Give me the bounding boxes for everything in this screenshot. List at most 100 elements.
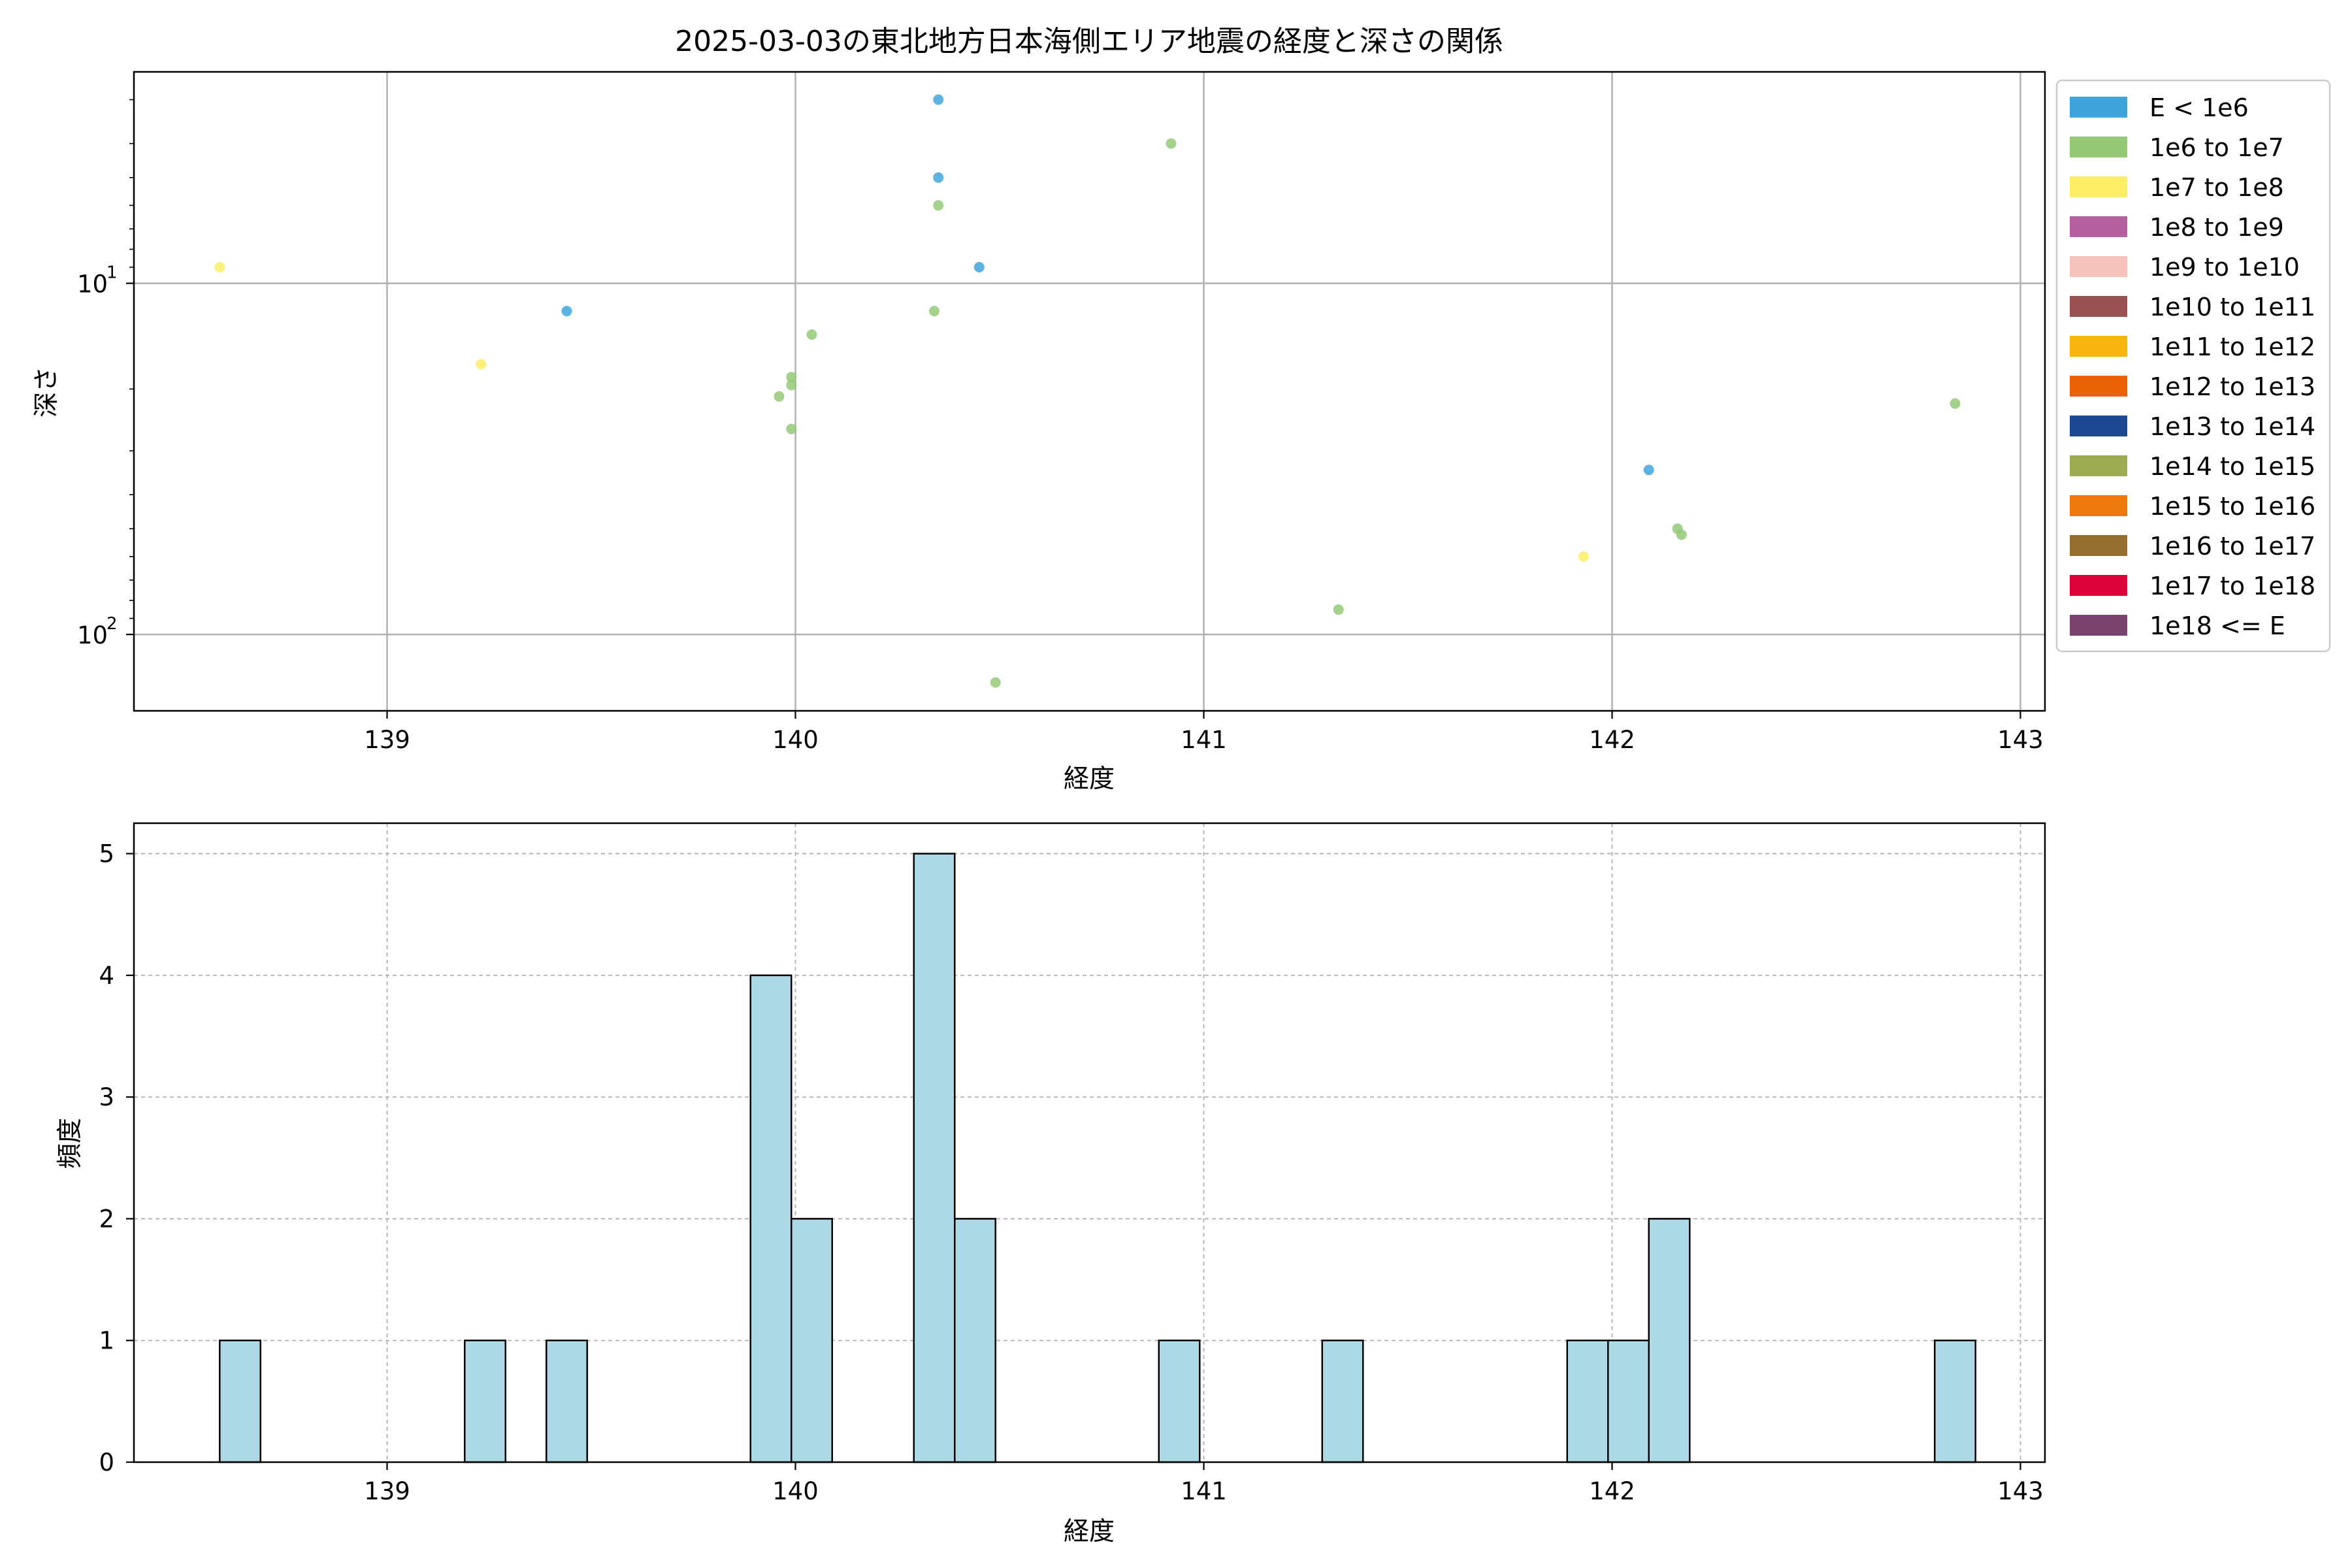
histogram-x-ticks: 139 140 141 142 143 [364, 1462, 2044, 1505]
scatter-point [806, 329, 817, 340]
legend-label: 1e6 to 1e7 [2149, 133, 2284, 162]
scatter-point [476, 359, 487, 370]
scatter-point [990, 677, 1001, 688]
scatter-point [561, 306, 572, 317]
legend-label: 1e12 to 1e13 [2149, 372, 2315, 401]
legend-label: 1e11 to 1e12 [2149, 333, 2315, 361]
scatter-point [214, 262, 225, 273]
scatter-point [786, 423, 797, 434]
histogram-plot-frame [133, 822, 2046, 1463]
histogram-y-tick-label: 3 [99, 1083, 114, 1111]
legend-label: 1e15 to 1e16 [2149, 492, 2315, 521]
scatter-point [1950, 398, 1961, 409]
legend-label: 1e16 to 1e17 [2149, 532, 2315, 561]
histogram-x-tick-label: 139 [364, 1477, 410, 1505]
histogram-y-ticks: 0 1 2 3 4 5 [99, 840, 134, 1477]
histogram-y-axis-label: 頻度 [56, 1118, 85, 1169]
histogram-bar [791, 1218, 833, 1463]
histogram-bar [913, 853, 956, 1463]
scatter-x-tick-label: 143 [1997, 726, 2044, 754]
scatter-point [786, 380, 797, 391]
scatter-point [933, 172, 944, 183]
scatter-point [786, 372, 797, 383]
legend-swatch [2070, 216, 2127, 237]
legend-box [2055, 79, 2331, 653]
histogram-y-tick-label: 2 [99, 1205, 114, 1233]
scatter-y-axis-label: 深さ [32, 367, 61, 417]
histogram-x-tick-label: 143 [1997, 1477, 2044, 1505]
scatter-point [1166, 138, 1177, 149]
histogram-bar [1321, 1339, 1364, 1463]
legend-swatch [2070, 376, 2127, 397]
histogram-y-tick-label: 1 [99, 1327, 114, 1355]
legend-label: 1e14 to 1e15 [2149, 452, 2315, 481]
scatter-y-tick-base: 10 [77, 621, 108, 649]
legend-label: 1e9 to 1e10 [2149, 253, 2300, 282]
legend-swatch [2070, 176, 2127, 197]
legend-swatch [2070, 336, 2127, 357]
scatter-grid [134, 72, 2045, 711]
scatter-x-tick-label: 141 [1181, 726, 1227, 754]
scatter-x-tick-label: 140 [772, 726, 819, 754]
legend-swatch [2070, 575, 2127, 596]
scatter-point [1643, 465, 1654, 476]
scatter-y-tick-exponent: 1 [106, 263, 118, 283]
histogram-bar [1607, 1339, 1650, 1463]
scatter-point [1333, 604, 1344, 615]
histogram-bar [1934, 1339, 1976, 1463]
scatter-point [774, 391, 785, 402]
scatter-title: 2025-03-03の東北地方日本海側エリア地震の経度と深さの関係 [675, 25, 1503, 58]
histogram-x-tick-label: 140 [772, 1477, 819, 1505]
histogram-bar [546, 1339, 588, 1463]
scatter-point [933, 200, 944, 211]
scatter-y-tick-exponent: 2 [106, 614, 118, 634]
legend-swatch [2070, 535, 2127, 556]
legend-swatch [2070, 455, 2127, 476]
legend-label: 1e7 to 1e8 [2149, 173, 2284, 202]
scatter-point [1578, 551, 1589, 562]
legend-swatch [2070, 256, 2127, 277]
histogram-bar [464, 1339, 506, 1463]
legend-label: 1e18 <= E [2149, 612, 2285, 640]
scatter-point [1676, 529, 1687, 540]
legend-label: 1e17 to 1e18 [2149, 572, 2315, 600]
scatter-y-tick-base: 10 [77, 270, 108, 299]
scatter-legend: E < 1e6 1e6 to 1e7 1e7 to 1e8 1e8 to 1e9 1e9… [2055, 79, 2331, 653]
histogram-bar [219, 1339, 261, 1463]
scatter-x-tick-label: 139 [364, 726, 410, 754]
scatter-point [933, 94, 944, 105]
histogram-bar [749, 974, 792, 1463]
histogram-y-tick-label: 4 [99, 962, 114, 990]
legend-swatch [2070, 615, 2127, 636]
histogram-bar [1648, 1218, 1691, 1463]
histogram-bar [954, 1218, 996, 1463]
histogram-x-tick-label: 142 [1589, 1477, 1635, 1505]
histogram-bars [219, 853, 1976, 1463]
legend-label: 1e13 to 1e14 [2149, 412, 2315, 441]
legend-swatch [2070, 137, 2127, 157]
scatter-panel: 2025-03-03の東北地方日本海側エリア地震の経度と深さの関係 139 140… [32, 25, 2331, 794]
legend-label: 1e8 to 1e9 [2149, 213, 2284, 242]
legend-swatch [2070, 97, 2127, 118]
histogram-x-tick-label: 141 [1181, 1477, 1227, 1505]
scatter-x-tick-label: 142 [1589, 726, 1635, 754]
scatter-points [214, 94, 1961, 688]
histogram-y-tick-label: 5 [99, 840, 114, 868]
scatter-plot-frame [133, 71, 2046, 712]
scatter-point [973, 262, 985, 273]
scatter-x-axis-label: 経度 [1064, 764, 1115, 794]
legend-swatch [2070, 416, 2127, 436]
histogram-x-axis-label: 経度 [1064, 1517, 1115, 1546]
histogram-y-tick-label: 0 [99, 1448, 114, 1477]
histogram-panel: 139 140 141 142 143 0 1 2 3 4 5 経度 頻度 [56, 822, 2046, 1546]
legend-label: 1e10 to 1e11 [2149, 293, 2315, 321]
histogram-bar [1566, 1339, 1609, 1463]
legend-swatch [2070, 296, 2127, 317]
legend-swatch [2070, 495, 2127, 516]
scatter-point [929, 306, 939, 317]
scatter-x-ticks: 139 140 141 142 143 [364, 711, 2044, 754]
histogram-bar [1158, 1339, 1201, 1463]
